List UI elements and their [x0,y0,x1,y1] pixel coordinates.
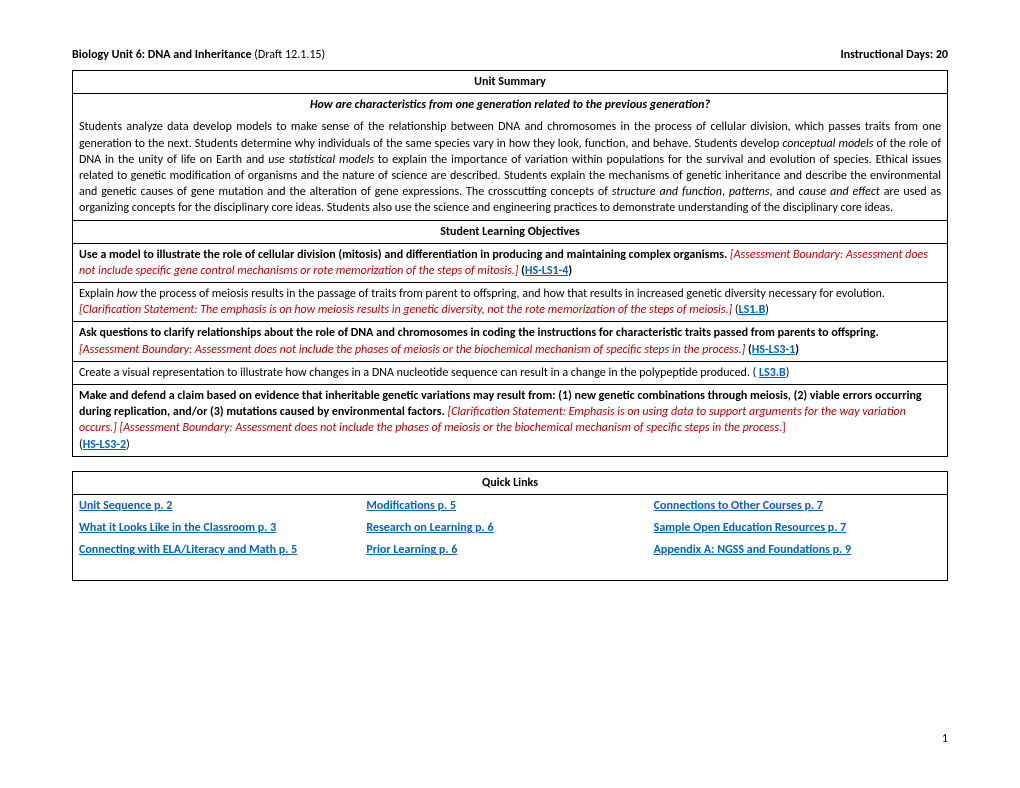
quick-links-col-1: Unit Sequence p. 2 What it Looks Like in… [79,498,366,559]
link-hs-ls3-2[interactable]: HS-LS3-2 [83,438,126,452]
link-hs-ls1-4[interactable]: HS-LS1-4 [525,264,568,278]
slo-4: Create a visual representation to illust… [73,361,948,384]
ql-prior-learning[interactable]: Prior Learning p. 6 [366,542,653,558]
ql-modifications[interactable]: Modifications p. 5 [366,498,653,514]
ql-unit-sequence[interactable]: Unit Sequence p. 2 [79,498,366,514]
slo-3: Ask questions to clarify relationships a… [73,322,948,361]
title-draft: (Draft 12.1.15) [252,48,326,62]
link-hs-ls3-1[interactable]: HS-LS3-1 [752,343,795,357]
slo-5: Make and defend a claim based on evidenc… [73,385,948,457]
slo-1: Use a model to illustrate the role of ce… [73,243,948,282]
unit-summary-header: Unit Summary [73,71,948,94]
summary-paragraph: Students analyze data develop models to … [79,119,941,216]
unit-summary-body: How are characteristics from one generat… [73,94,948,220]
quick-links-header: Quick Links [73,471,948,494]
ql-ela-math[interactable]: Connecting with ELA/Literacy and Math p.… [79,542,366,558]
ql-classroom[interactable]: What it Looks Like in the Classroom p. 3 [79,520,366,536]
quick-links-col-3: Connections to Other Courses p. 7 Sample… [654,498,941,559]
title-bold: Biology Unit 6: DNA and Inheritance [72,48,252,62]
unit-summary-table: Unit Summary How are characteristics fro… [72,70,948,457]
header-days: Instructional Days: 20 [840,48,948,62]
page-header: Biology Unit 6: DNA and Inheritance (Dra… [72,48,948,62]
slo-2: Explain how the process of meiosis resul… [73,283,948,322]
link-ls1b[interactable]: LS1.B [739,303,766,317]
ql-appendix[interactable]: Appendix A: NGSS and Foundations p. 9 [654,542,941,558]
slo-header: Student Learning Objectives [73,220,948,243]
ql-connections[interactable]: Connections to Other Courses p. 7 [654,498,941,514]
quick-links-body: Unit Sequence p. 2 What it Looks Like in… [73,494,948,580]
link-ls3b[interactable]: LS3.B [759,366,786,380]
essential-question: How are characteristics from one generat… [79,97,941,113]
page-number: 1 [942,732,948,746]
quick-links-table: Quick Links Unit Sequence p. 2 What it L… [72,471,948,581]
quick-links-col-2: Modifications p. 5 Research on Learning … [366,498,653,559]
ql-research[interactable]: Research on Learning p. 6 [366,520,653,536]
header-title: Biology Unit 6: DNA and Inheritance (Dra… [72,48,325,62]
ql-resources[interactable]: Sample Open Education Resources p. 7 [654,520,941,536]
